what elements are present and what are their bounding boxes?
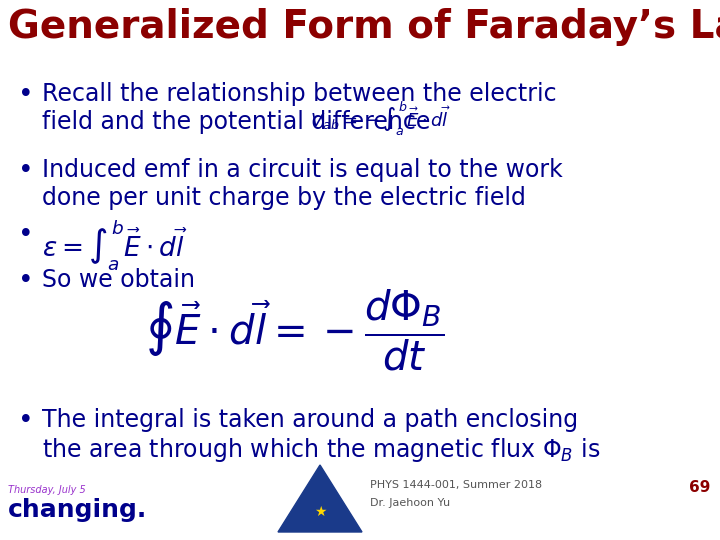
Text: Generalized Form of Faraday’s Law: Generalized Form of Faraday’s Law xyxy=(8,8,720,46)
Text: $\oint\vec{E}\cdot d\vec{l} = -\dfrac{d\Phi_B}{dt}$: $\oint\vec{E}\cdot d\vec{l} = -\dfrac{d\… xyxy=(145,288,444,373)
Text: •: • xyxy=(18,82,34,108)
Text: •: • xyxy=(18,408,34,434)
Text: Recall the relationship between the electric: Recall the relationship between the elec… xyxy=(42,82,557,106)
Polygon shape xyxy=(278,465,362,532)
Text: So we obtain: So we obtain xyxy=(42,268,195,292)
Text: field and the potential difference: field and the potential difference xyxy=(42,110,431,134)
Text: the area through which the magnetic flux $\Phi_B$ is: the area through which the magnetic flux… xyxy=(42,436,600,464)
Text: Thursday, July 5: Thursday, July 5 xyxy=(8,485,86,495)
Text: changing.: changing. xyxy=(8,498,148,522)
Text: 69: 69 xyxy=(688,480,710,495)
Text: Induced emf in a circuit is equal to the work: Induced emf in a circuit is equal to the… xyxy=(42,158,563,182)
Text: PHYS 1444-001, Summer 2018: PHYS 1444-001, Summer 2018 xyxy=(370,480,542,490)
Text: $V_{ab} = -\int_{a}^{b}\vec{E}\cdot d\vec{l}$: $V_{ab} = -\int_{a}^{b}\vec{E}\cdot d\ve… xyxy=(310,100,451,138)
Text: The integral is taken around a path enclosing: The integral is taken around a path encl… xyxy=(42,408,578,432)
Text: •: • xyxy=(18,158,34,184)
Text: •: • xyxy=(18,268,34,294)
Text: done per unit charge by the electric field: done per unit charge by the electric fie… xyxy=(42,186,526,210)
Text: ★: ★ xyxy=(314,505,326,519)
Text: •: • xyxy=(18,222,34,248)
Text: Dr. Jaehoon Yu: Dr. Jaehoon Yu xyxy=(370,498,450,508)
Text: $\varepsilon = \int_{a}^{b}\vec{E}\cdot d\vec{l}$: $\varepsilon = \int_{a}^{b}\vec{E}\cdot … xyxy=(42,218,188,272)
